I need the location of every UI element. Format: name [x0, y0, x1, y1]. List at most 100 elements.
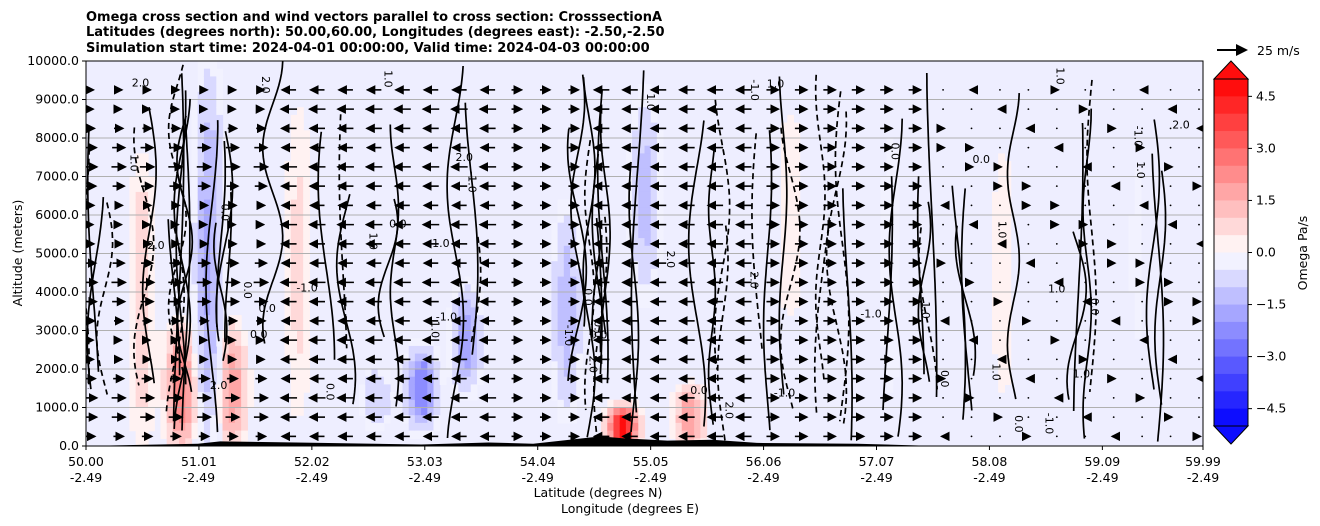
omega-cell [644, 199, 652, 208]
omega-cell [464, 307, 472, 316]
omega-cell [886, 384, 894, 393]
omega-cell [241, 399, 248, 409]
omega-cell [135, 392, 143, 401]
omega-cell [284, 161, 292, 170]
omega-cell [557, 392, 565, 401]
omega-cell [296, 353, 304, 362]
x-tick-label-lon: -2.49 [183, 470, 215, 485]
contour-label: -1.0 [466, 171, 479, 192]
contour-label: -1.0 [1131, 126, 1144, 147]
colorbar: −4.5−3.0−1.50.01.53.04.5 [1212, 60, 1286, 445]
omega-cell [1004, 253, 1012, 262]
wind-vector [1112, 146, 1115, 149]
omega-cell [148, 422, 155, 432]
omega-cell [1004, 322, 1012, 332]
omega-cell [290, 199, 298, 208]
omega-cell [296, 361, 304, 370]
omega-cell [470, 353, 478, 362]
omega-cell [160, 399, 168, 409]
omega-cell [625, 407, 633, 416]
omega-cell [129, 345, 137, 355]
omega-cell [222, 230, 230, 239]
contour-label: 2.0 [748, 271, 761, 289]
omega-cell [216, 238, 224, 247]
omega-cell [656, 230, 664, 239]
omega-cell [601, 415, 608, 424]
omega-cell [303, 245, 310, 255]
omega-cell [148, 399, 155, 409]
omega-cell [570, 215, 577, 224]
contour-line [687, 120, 707, 427]
omega-cell [445, 345, 453, 355]
wind-vector [1112, 108, 1115, 111]
wind-vector [999, 127, 1001, 130]
omega-cell [234, 353, 242, 362]
omega-cell [650, 268, 658, 278]
omega-cell [632, 415, 639, 424]
omega-cell [644, 299, 652, 308]
omega-cell [241, 330, 248, 339]
omega-cell [135, 345, 143, 355]
omega-cell [998, 222, 1006, 231]
omega-cell [284, 276, 292, 285]
omega-cell [551, 345, 559, 355]
omega-cell [880, 176, 888, 185]
omega-cell [303, 145, 310, 154]
contour-line-negative [813, 217, 831, 416]
omega-cell [197, 176, 205, 185]
wind-vector [1169, 435, 1172, 438]
title-line-2: Latitudes (degrees north): 50.00,60.00, … [86, 25, 665, 40]
omega-cell [687, 415, 695, 424]
omega-cell [880, 330, 888, 339]
omega-cell [557, 415, 565, 424]
omega-cell [197, 299, 205, 308]
omega-cell [296, 238, 304, 247]
omega-cell [185, 392, 193, 401]
omega-cell [470, 392, 478, 401]
omega-cell [781, 176, 788, 185]
contour-line [925, 72, 938, 398]
omega-cell [570, 292, 577, 301]
omega-cell [563, 276, 571, 285]
contour-line [464, 102, 479, 355]
omega-cell [166, 399, 174, 409]
contour-label: 0.0 [582, 288, 595, 306]
omega-cell [458, 361, 466, 370]
wind-vector [1027, 339, 1030, 342]
omega-cell [638, 430, 646, 439]
omega-cell [303, 276, 310, 285]
omega-cell [880, 292, 888, 301]
omega-cell [216, 399, 224, 409]
omega-cell [557, 307, 565, 316]
omega-cell [197, 84, 205, 93]
wind-vector [1055, 416, 1058, 419]
contour-label: 2.0 [586, 356, 599, 374]
x-tick-label-lon: -2.49 [409, 470, 441, 485]
contour-label: 1.0 [1048, 282, 1066, 295]
contour-line [882, 176, 894, 411]
omega-cell [210, 392, 217, 401]
omega-cell [296, 230, 304, 239]
omega-cell [191, 253, 199, 262]
omega-cell [216, 230, 224, 239]
omega-cell [787, 145, 795, 154]
omega-cell [644, 230, 652, 239]
omega-cell [135, 369, 143, 378]
omega-cell [247, 392, 255, 401]
omega-cell [141, 361, 149, 370]
contour-label: -1.0 [748, 79, 761, 100]
omega-cell [476, 330, 484, 339]
omega-cell [644, 130, 652, 139]
omega-cell [296, 384, 304, 393]
omega-cell [638, 292, 646, 301]
wind-vector [999, 262, 1001, 265]
omega-cell [675, 392, 683, 401]
colorbar-tick-label: −1.5 [1256, 297, 1286, 312]
omega-cell [576, 392, 584, 401]
omega-cell [148, 268, 155, 278]
omega-cell [290, 307, 298, 316]
wind-vector [970, 185, 973, 188]
omega-cell [290, 191, 298, 201]
omega-cell [197, 422, 205, 432]
wind-vector [1198, 223, 1200, 226]
